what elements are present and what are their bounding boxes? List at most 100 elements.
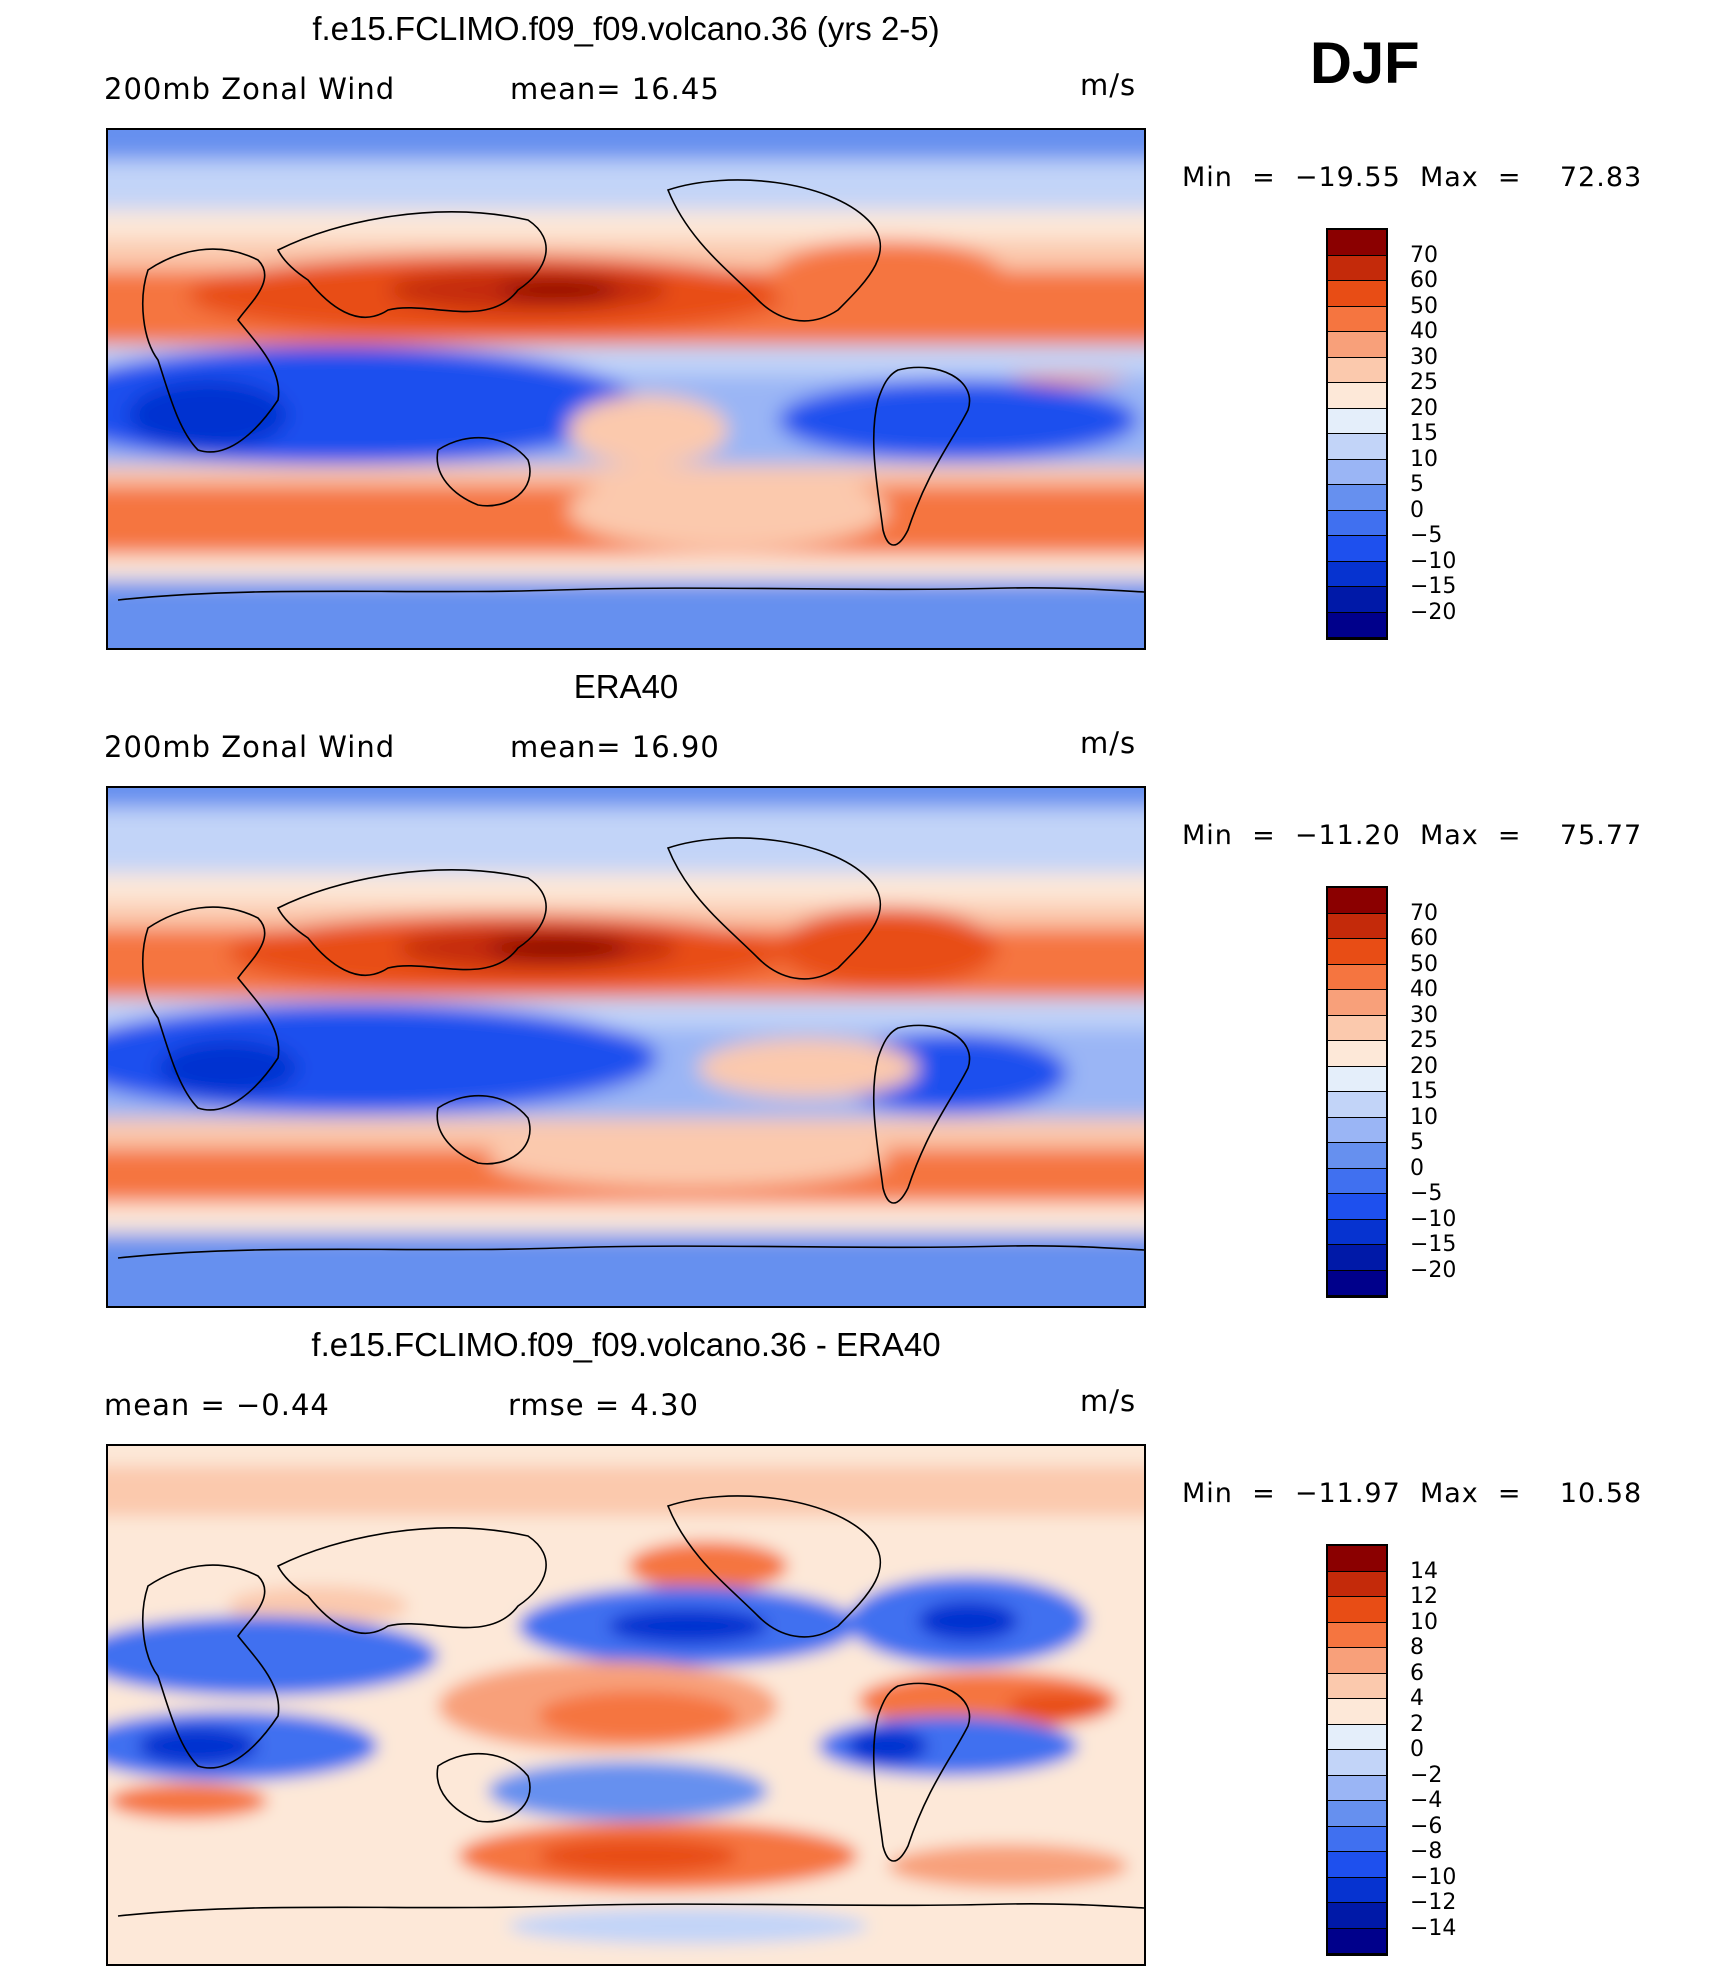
colorbar-swatch [1328, 332, 1386, 358]
colorbar-swatch [1328, 1092, 1386, 1118]
colorbar-tick-label: −20 [1410, 599, 1457, 625]
colorbar-tick-label: 40 [1410, 319, 1438, 344]
colorbar-tick-label: −14 [1410, 1915, 1457, 1941]
colorbar-tick-label: −12 [1410, 1890, 1457, 1915]
colorbar-tick-label: 14 [1410, 1558, 1438, 1584]
colorbar-tick-label: 12 [1410, 1584, 1438, 1609]
colorbar-tick-label: 10 [1410, 1104, 1438, 1130]
colorbar-tick-label: 2 [1410, 1711, 1424, 1737]
colorbar-swatch [1328, 1219, 1386, 1245]
colorbar-tick-label: 15 [1410, 421, 1438, 446]
min-max-label: Min = −11.97 Max = 10.58 [1182, 1478, 1643, 1509]
contour-map-svg [108, 1446, 1144, 1964]
colorbar-swatch [1328, 255, 1386, 281]
panel-title: f.e15.FCLIMO.f09_f09.volcano.36 - ERA40 [311, 1326, 941, 1363]
colorbar-swatch [1328, 1571, 1386, 1597]
colorbar-swatch [1328, 1852, 1386, 1878]
min-max-label: Min = −11.20 Max = 75.77 [1182, 820, 1643, 851]
mean-label: mean = −0.44 [104, 1388, 330, 1422]
colorbar-tick-label: 6 [1410, 1660, 1424, 1686]
colorbar-swatch [1328, 1622, 1386, 1648]
units-label: m/s [1080, 68, 1137, 102]
colorbar [1326, 228, 1388, 640]
colorbar-swatch [1328, 1270, 1386, 1296]
coastlines [117, 179, 1144, 601]
colorbar-swatch [1328, 1143, 1386, 1169]
colorbar-tick-label: 30 [1410, 1002, 1438, 1028]
colorbar-tick-label: 5 [1410, 472, 1424, 497]
colorbar-swatch [1328, 1648, 1386, 1674]
colorbar-swatch [1328, 485, 1386, 511]
colorbar-tick-label: −15 [1410, 574, 1457, 599]
coastlines [117, 1495, 1144, 1917]
colorbar-tick-label: 5 [1410, 1130, 1424, 1155]
contour-map [106, 128, 1146, 650]
colorbar-tick-label: −4 [1410, 1788, 1443, 1813]
colorbar-tick-label: −2 [1410, 1762, 1443, 1788]
colorbar-swatch [1328, 357, 1386, 383]
panel-era40: ERA40 200mb Zonal Wind mean= 16.90 m/s [0, 658, 1710, 1316]
colorbar-swatch [1328, 1066, 1386, 1092]
colorbar-swatch [1328, 1245, 1386, 1271]
colorbar-swatch [1328, 1750, 1386, 1776]
colorbar-swatch [1328, 1724, 1386, 1750]
colorbar-swatch [1328, 1194, 1386, 1220]
colorbar-swatch [1328, 230, 1386, 256]
colorbar-tick-label: 0 [1410, 1155, 1424, 1181]
colorbar-tick-label: −6 [1410, 1813, 1443, 1839]
colorbar-tick-label: −5 [1410, 1181, 1443, 1206]
colorbar-swatch [1328, 888, 1386, 914]
colorbar-swatch [1328, 587, 1386, 613]
contour-map [106, 786, 1146, 1308]
colorbar-swatch [1328, 281, 1386, 307]
colorbar-swatch [1328, 1826, 1386, 1852]
colorbar-tick-label: 8 [1410, 1635, 1424, 1660]
colorbar-tick-label: −5 [1410, 523, 1443, 548]
colorbar-tick-label: 50 [1410, 951, 1438, 977]
mean-label: mean= 16.45 [510, 72, 720, 106]
rmse-label: rmse = 4.30 [508, 1388, 699, 1422]
contour-map [106, 1444, 1146, 1966]
colorbar-tick-label: 70 [1410, 900, 1438, 926]
units-label: m/s [1080, 726, 1137, 760]
panel-difference: f.e15.FCLIMO.f09_f09.volcano.36 - ERA40 … [0, 1316, 1710, 1974]
colorbar-swatch [1328, 1117, 1386, 1143]
colorbar-tick-label: −10 [1410, 1864, 1457, 1890]
colorbar-swatch [1328, 1903, 1386, 1929]
colorbar-tick-label: −10 [1410, 548, 1457, 574]
colorbar-swatch [1328, 434, 1386, 460]
colorbar-swatch [1328, 459, 1386, 485]
colorbar-swatch [1328, 1015, 1386, 1041]
colorbar-tick-label: 25 [1410, 1028, 1438, 1053]
colorbar-tick-label: 15 [1410, 1079, 1438, 1104]
panel-title: ERA40 [573, 668, 679, 705]
colorbar-tick-label: 20 [1410, 1053, 1438, 1079]
colorbar-tick-label: −20 [1410, 1257, 1457, 1283]
colorbar-swatch [1328, 939, 1386, 965]
colorbar-swatch [1328, 1597, 1386, 1623]
colorbar-swatch [1328, 1673, 1386, 1699]
colorbar-swatch [1328, 306, 1386, 332]
colorbar-tick-label: 40 [1410, 977, 1438, 1002]
colorbar-tick-label: 10 [1410, 446, 1438, 472]
colorbar-swatch [1328, 383, 1386, 409]
season-label: DJF [1310, 31, 1420, 96]
colorbar-tick-label: 10 [1410, 1609, 1438, 1635]
coastlines [117, 837, 1144, 1259]
colorbar-tick-label: 25 [1410, 370, 1438, 395]
colorbar-swatch [1328, 1928, 1386, 1954]
variable-label: 200mb Zonal Wind [104, 730, 396, 764]
colorbar-swatch [1328, 1041, 1386, 1067]
colorbar [1326, 886, 1388, 1298]
colorbar-swatch [1328, 913, 1386, 939]
colorbar-tick-label: 50 [1410, 293, 1438, 319]
colorbar-tick-label: 60 [1410, 926, 1438, 951]
colorbar-swatch [1328, 561, 1386, 587]
colorbar-swatch [1328, 1801, 1386, 1827]
colorbar-tick-label: −10 [1410, 1206, 1457, 1232]
variable-label: 200mb Zonal Wind [104, 72, 396, 106]
colorbar-swatch [1328, 408, 1386, 434]
colorbar-swatch [1328, 1775, 1386, 1801]
colorbar-swatch [1328, 612, 1386, 638]
colorbar-tick-label: 20 [1410, 395, 1438, 421]
